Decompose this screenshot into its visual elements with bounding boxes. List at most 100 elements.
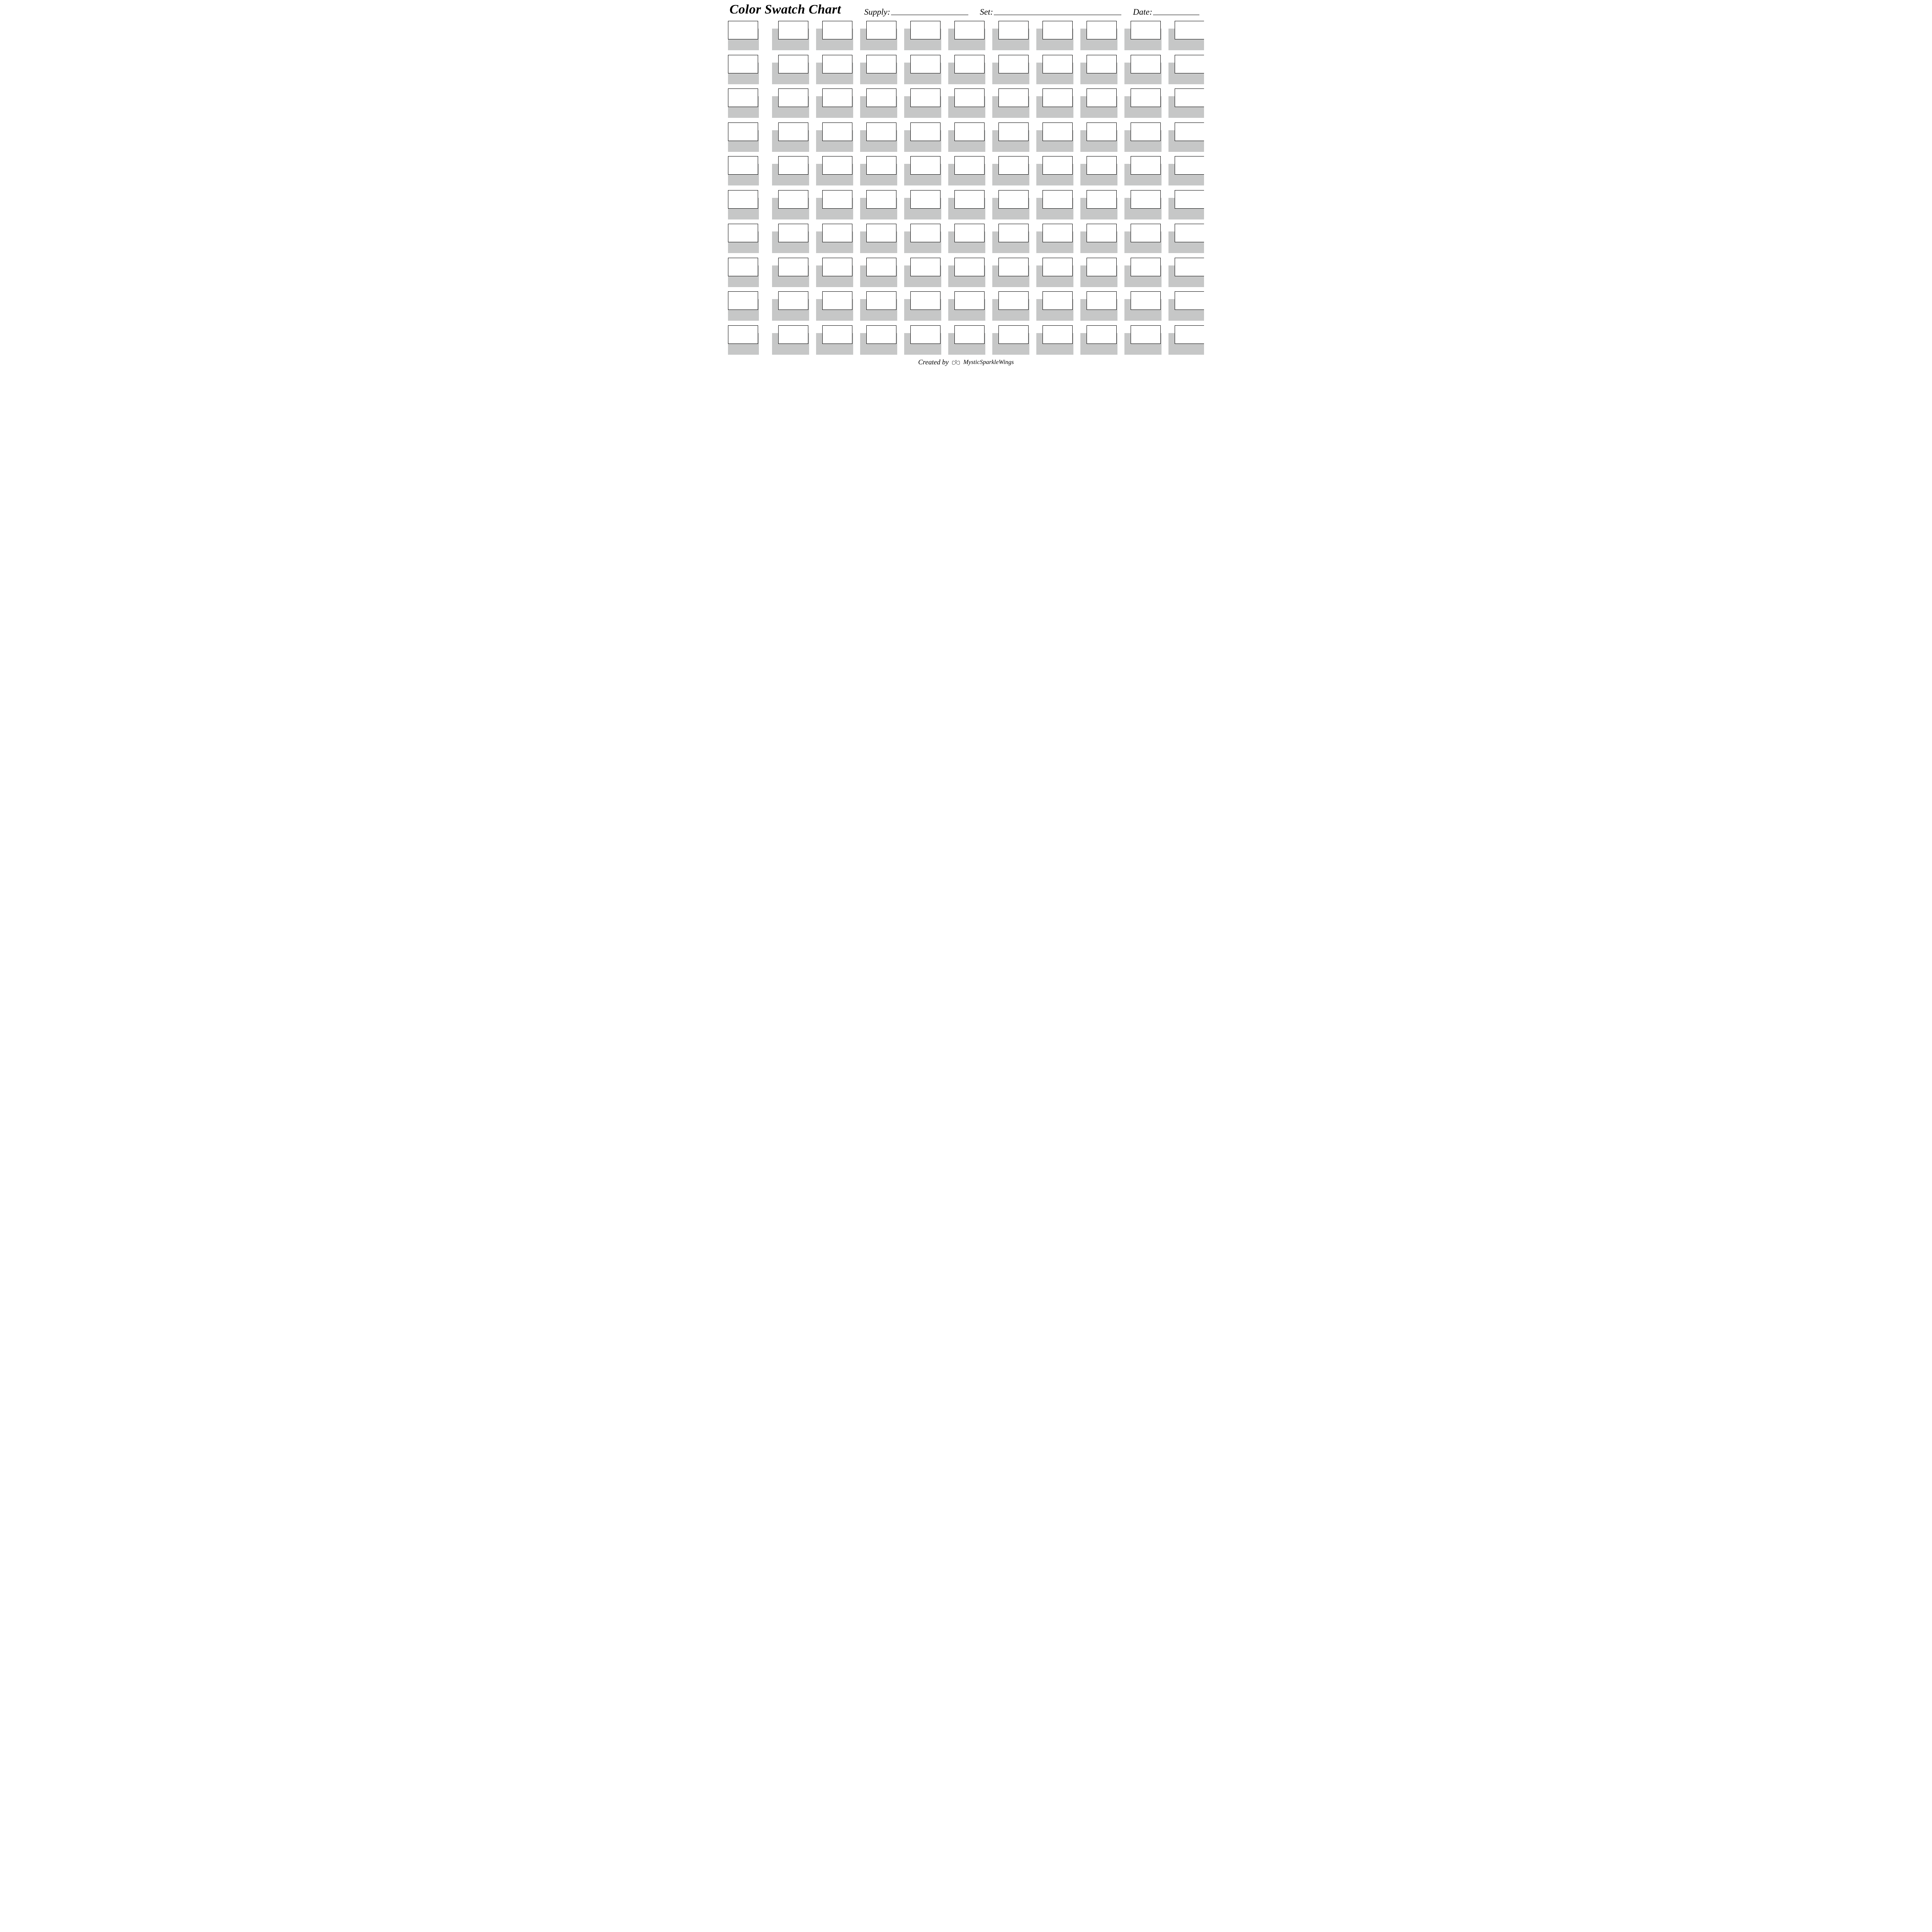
swatch-box[interactable] (1043, 55, 1073, 73)
swatch-box[interactable] (1131, 156, 1161, 175)
swatch-box[interactable] (866, 291, 896, 310)
swatch-box[interactable] (910, 190, 940, 209)
swatch-box[interactable] (728, 88, 758, 107)
swatch-box[interactable] (998, 258, 1029, 276)
swatch-box[interactable] (1131, 190, 1161, 209)
swatch-box[interactable] (866, 156, 896, 175)
swatch-box[interactable] (910, 325, 940, 344)
swatch-box[interactable] (1175, 55, 1204, 73)
swatch-box[interactable] (728, 258, 758, 276)
swatch-box[interactable] (866, 190, 896, 209)
swatch-box[interactable] (822, 258, 852, 276)
swatch-box[interactable] (1043, 21, 1073, 39)
swatch-box[interactable] (954, 325, 985, 344)
swatch-box[interactable] (1087, 156, 1117, 175)
swatch-box[interactable] (1043, 190, 1073, 209)
swatch-box[interactable] (866, 21, 896, 39)
swatch-box[interactable] (1131, 224, 1161, 242)
swatch-box[interactable] (778, 122, 808, 141)
swatch-box[interactable] (1087, 21, 1117, 39)
swatch-box[interactable] (778, 190, 808, 209)
swatch-box[interactable] (954, 21, 985, 39)
swatch-box[interactable] (954, 224, 985, 242)
swatch-box[interactable] (1087, 258, 1117, 276)
swatch-box[interactable] (1043, 88, 1073, 107)
swatch-box[interactable] (778, 21, 808, 39)
swatch-box[interactable] (1175, 291, 1204, 310)
swatch-box[interactable] (998, 21, 1029, 39)
swatch-box[interactable] (728, 156, 758, 175)
swatch-box[interactable] (910, 21, 940, 39)
swatch-box[interactable] (778, 88, 808, 107)
swatch-box[interactable] (1087, 224, 1117, 242)
swatch-box[interactable] (822, 21, 852, 39)
swatch-box[interactable] (954, 156, 985, 175)
swatch-box[interactable] (1175, 156, 1204, 175)
swatch-box[interactable] (866, 88, 896, 107)
swatch-box[interactable] (1175, 88, 1204, 107)
swatch-box[interactable] (822, 156, 852, 175)
swatch-box[interactable] (778, 224, 808, 242)
swatch-box[interactable] (728, 21, 758, 39)
swatch-box[interactable] (822, 224, 852, 242)
swatch-box[interactable] (822, 55, 852, 73)
swatch-box[interactable] (728, 122, 758, 141)
swatch-box[interactable] (778, 156, 808, 175)
swatch-box[interactable] (778, 258, 808, 276)
swatch-box[interactable] (998, 55, 1029, 73)
swatch-box[interactable] (1131, 258, 1161, 276)
swatch-box[interactable] (1087, 55, 1117, 73)
swatch-box[interactable] (866, 122, 896, 141)
swatch-box[interactable] (1043, 122, 1073, 141)
swatch-box[interactable] (728, 224, 758, 242)
swatch-box[interactable] (728, 55, 758, 73)
swatch-box[interactable] (866, 224, 896, 242)
swatch-box[interactable] (954, 88, 985, 107)
swatch-box[interactable] (1131, 55, 1161, 73)
swatch-box[interactable] (866, 258, 896, 276)
swatch-box[interactable] (910, 156, 940, 175)
swatch-box[interactable] (1175, 122, 1204, 141)
swatch-box[interactable] (822, 122, 852, 141)
swatch-box[interactable] (1131, 21, 1161, 39)
swatch-box[interactable] (998, 291, 1029, 310)
swatch-box[interactable] (910, 122, 940, 141)
swatch-box[interactable] (998, 224, 1029, 242)
swatch-box[interactable] (728, 190, 758, 209)
swatch-box[interactable] (1087, 122, 1117, 141)
swatch-box[interactable] (1043, 258, 1073, 276)
swatch-box[interactable] (1043, 291, 1073, 310)
swatch-box[interactable] (910, 88, 940, 107)
swatch-box[interactable] (728, 325, 758, 344)
swatch-box[interactable] (1175, 224, 1204, 242)
swatch-box[interactable] (822, 190, 852, 209)
swatch-box[interactable] (866, 55, 896, 73)
swatch-box[interactable] (778, 291, 808, 310)
swatch-box[interactable] (998, 190, 1029, 209)
swatch-box[interactable] (822, 88, 852, 107)
swatch-box[interactable] (910, 291, 940, 310)
swatch-box[interactable] (1175, 190, 1204, 209)
swatch-box[interactable] (1087, 291, 1117, 310)
swatch-box[interactable] (1131, 122, 1161, 141)
swatch-box[interactable] (866, 325, 896, 344)
swatch-box[interactable] (910, 258, 940, 276)
swatch-box[interactable] (954, 122, 985, 141)
swatch-box[interactable] (998, 325, 1029, 344)
swatch-box[interactable] (954, 258, 985, 276)
swatch-box[interactable] (954, 55, 985, 73)
swatch-box[interactable] (728, 291, 758, 310)
swatch-box[interactable] (1043, 156, 1073, 175)
swatch-box[interactable] (1175, 258, 1204, 276)
swatch-box[interactable] (822, 325, 852, 344)
swatch-box[interactable] (954, 190, 985, 209)
swatch-box[interactable] (998, 88, 1029, 107)
swatch-box[interactable] (1043, 325, 1073, 344)
swatch-box[interactable] (910, 224, 940, 242)
swatch-box[interactable] (1131, 88, 1161, 107)
swatch-box[interactable] (1087, 190, 1117, 209)
swatch-box[interactable] (1043, 224, 1073, 242)
swatch-box[interactable] (1131, 325, 1161, 344)
swatch-box[interactable] (778, 325, 808, 344)
swatch-box[interactable] (822, 291, 852, 310)
